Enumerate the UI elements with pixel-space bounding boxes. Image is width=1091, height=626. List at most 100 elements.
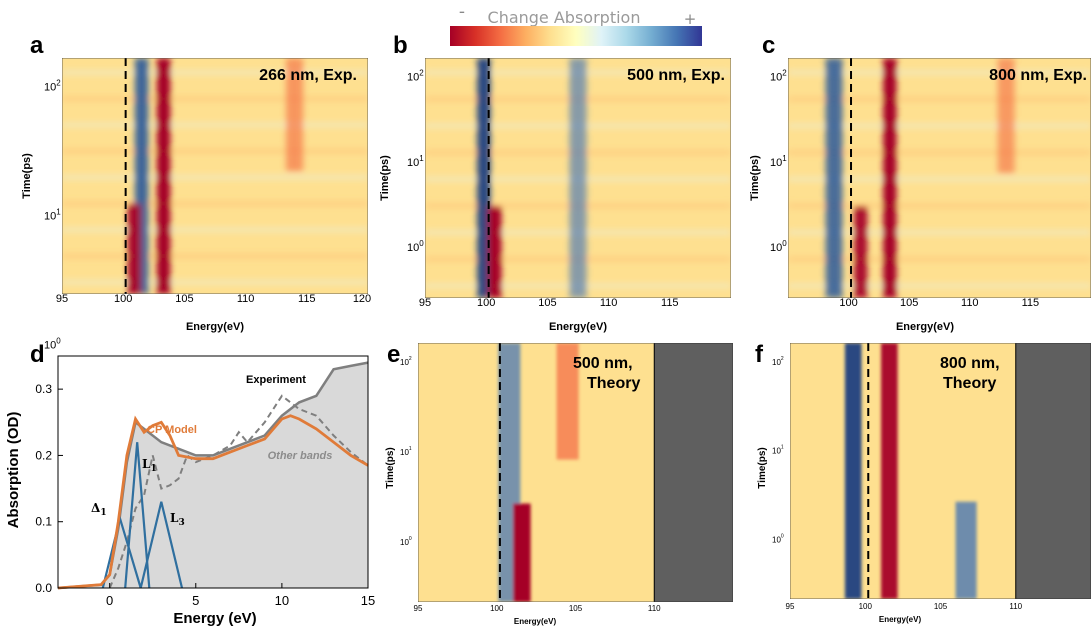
label-subscript: 3 [178,518,184,528]
heatmap-streak [788,70,1091,75]
heatmap [425,58,731,298]
tick-exponent: 2 [409,356,412,362]
positive-absorption-band [955,501,977,599]
negative-absorption-band [488,206,502,298]
tick-base: 10 [407,157,419,169]
panel-title-line2: Theory [587,375,640,392]
negative-absorption-band [127,204,141,294]
y-tick-label: 100 [400,536,412,547]
panel-letter: f [755,341,764,368]
y-tick-label: 102 [44,78,61,93]
x-tick-label: 95 [56,293,68,305]
y-tick-label: 101 [772,445,784,456]
legend-cp-model: CP Model [147,424,197,436]
tick-base: 10 [44,81,56,93]
y-tick-label: 101 [400,446,412,457]
line-chart: 0 5 10 15 0.0 0.1 0.2 0.3 [35,355,375,608]
panel-title: 500 nm, Theory [573,355,640,392]
colorbar-minus: - [459,2,465,22]
x-tick-label: 100 [477,297,495,309]
positive-absorption-band [844,343,862,599]
tick-base: 10 [400,538,409,547]
heatmap-streak [788,176,1091,182]
x-tick-label: 100 [490,604,504,613]
panel-a: a 266 nm, Exp. 95 100 105 110 115 12010210110… [21,32,371,351]
tick-exponent: 0 [409,536,412,542]
x-tick-label: 105 [569,604,583,613]
colorbar-plus: + [684,10,697,28]
series-component [139,501,184,589]
x-tick-label: 110 [600,297,618,309]
y-tick-label: 100 [44,336,61,351]
panel-letter: b [393,32,408,59]
label-subscript: 1 [100,508,106,518]
y-tick-label: 100 [770,239,787,254]
y-tick-label: 100 [407,239,424,254]
x-axis-label: Energy(eV) [514,617,557,626]
tick-base: 10 [407,72,419,84]
x-axis-label: Energy(eV) [896,321,954,333]
positive-absorption-band [477,58,491,298]
y-axis-label: Time(ps) [749,155,761,201]
colorbar-title: Change Absorption [488,8,641,27]
tick-exponent: 1 [56,207,61,216]
y-tick-label: 0.1 [35,515,52,529]
tick-exponent: 2 [56,78,61,87]
x-tick-label: 115 [298,293,316,305]
heatmap-streak [62,174,368,180]
tick-base: 10 [772,536,781,545]
series-cp-model [57,414,369,590]
panel-title-line1: 800 nm, [940,355,1000,372]
panel-letter: d [30,341,45,368]
tick-exponent: 0 [56,336,61,345]
panel-title: 800 nm, Theory [940,355,1000,392]
x-tick-label: 105 [175,293,193,305]
negative-absorption-band [285,58,304,172]
y-tick-label: 101 [44,207,61,222]
y-axis-label: Time(ps) [757,447,768,489]
colorbar: - Change Absorption + [450,2,702,46]
x-tick-label: 95 [419,297,431,309]
heatmap-streak [62,201,368,207]
tick-exponent: 0 [782,239,787,248]
panel-letter: a [30,32,44,59]
heatmap [790,343,1091,599]
heatmap-streak [62,148,368,154]
label-l3: L3 [170,511,185,528]
tick-exponent: 1 [409,446,412,452]
tick-exponent: 0 [419,239,424,248]
y-tick-label: 0.0 [35,581,52,595]
positive-absorption-band [569,58,587,298]
panel-title: 266 nm, Exp. [259,67,357,84]
panel-title: 500 nm, Exp. [627,67,725,84]
x-tick-label: 105 [538,297,556,309]
x-axis-label: Energy(eV) [549,321,607,333]
tick-base: 10 [770,157,782,169]
negative-absorption-band [883,58,897,298]
heatmap-streak [788,123,1091,129]
x-tick-label: 95 [786,602,795,611]
legend-other-bands: Other bands [268,450,333,462]
plot-frame [57,355,369,589]
heatmap-features [62,58,368,294]
tick-base: 10 [772,358,781,367]
tick-exponent: 2 [782,69,787,78]
negative-absorption-band [513,503,531,602]
x-tick-label: 115 [1022,297,1040,309]
label-subscript: 1 [150,464,156,474]
series-other-bands [108,394,369,589]
heatmap [418,343,733,602]
y-tick-label: 102 [770,69,787,84]
y-axis-label: Time(ps) [21,153,33,199]
x-tick-label: 110 [648,604,661,613]
tick-exponent: 1 [419,154,424,163]
panel-title: 800 nm, Exp. [989,67,1087,84]
y-axis-label: Time(ps) [379,155,391,201]
heatmap [62,58,368,294]
label-l1: L1 [142,457,157,474]
x-tick-label: 10 [275,593,289,608]
